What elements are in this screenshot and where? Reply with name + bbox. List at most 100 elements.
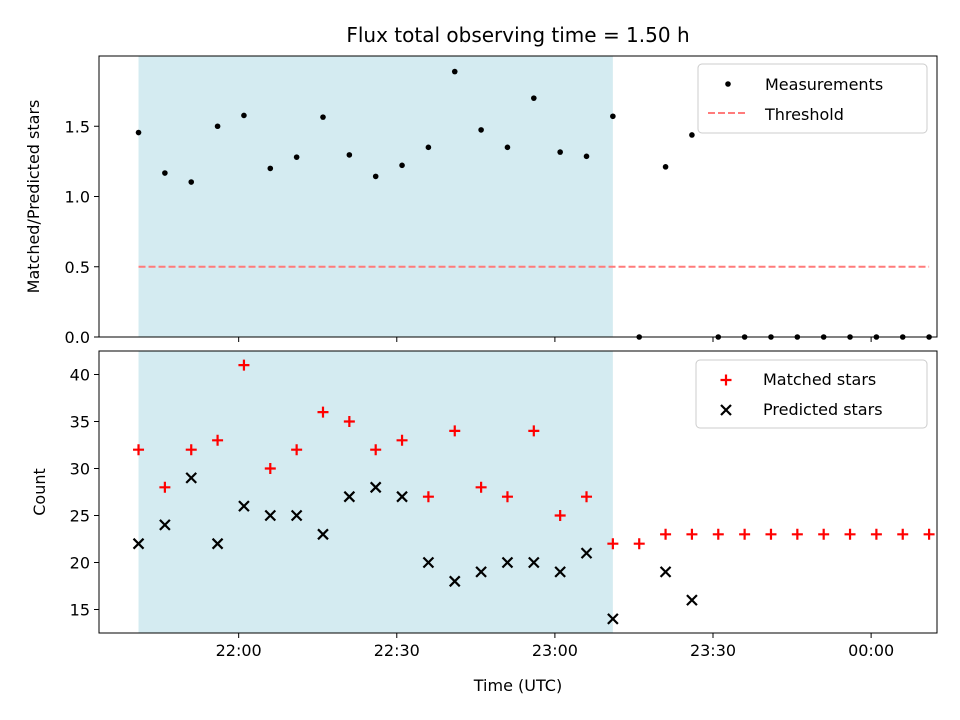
matched-star-point <box>739 528 751 540</box>
predicted-star-point <box>317 528 329 541</box>
predicted-star-point <box>659 566 672 578</box>
measurement-point <box>267 165 274 172</box>
x-tick-label: 22:30 <box>374 641 420 660</box>
measurement-point <box>689 132 695 138</box>
matched-star-point <box>264 463 276 474</box>
measurement-point <box>162 170 168 176</box>
predicted-star-point <box>475 566 487 578</box>
bottom-observing-window <box>138 351 613 633</box>
bottom-panel: 22:00 22:30 23:00 23:30 00:00 15 20 25 30 35 40 Cou… <box>30 350 938 660</box>
predicted-star-point <box>607 613 619 625</box>
matched-star-point <box>291 444 303 456</box>
bottom-frame <box>98 350 938 634</box>
measurement-point <box>425 144 432 151</box>
bottom-legend-box <box>695 359 928 429</box>
matched-star-point <box>238 359 250 371</box>
chart-title: Flux total observing time = 1.50 h <box>346 23 689 47</box>
measurement-point <box>372 173 379 180</box>
matched-star-point <box>633 538 645 550</box>
matched-star-point <box>660 528 672 540</box>
predicted-star-point <box>211 537 224 550</box>
predicted-star-point <box>580 547 593 559</box>
predicted-star-point <box>501 556 514 569</box>
predicted-star-point <box>264 509 277 522</box>
measurement-point <box>135 129 142 136</box>
x-axis-label: Time (UTC) <box>473 676 562 695</box>
matched-star-point <box>422 491 434 503</box>
predicted-star-point <box>554 566 566 578</box>
measurement-point <box>531 95 537 101</box>
legend-matched-marker <box>720 374 732 386</box>
bottom-y-tick-label: 35 <box>70 413 90 432</box>
measurement-point <box>188 179 195 185</box>
top-legend: Measurements Threshold <box>697 63 928 134</box>
x-tick-label: 23:00 <box>532 641 578 660</box>
matched-star-point <box>475 481 487 493</box>
measurement-point <box>478 127 484 133</box>
predicted-star-point <box>343 490 356 503</box>
bottom-legend: Matched stars Predicted stars <box>695 359 928 429</box>
matched-star-point <box>686 528 698 540</box>
matched-star-point <box>870 528 882 540</box>
predicted-star-point <box>132 537 145 550</box>
measurement-point <box>504 144 511 151</box>
predicted-star-point <box>422 556 435 569</box>
matched-star-point <box>581 491 593 503</box>
predicted-star-point <box>238 500 250 512</box>
matched-star-point <box>607 538 619 550</box>
predicted-star-point <box>396 490 408 503</box>
measurement-point <box>214 123 221 130</box>
predicted-star-point <box>159 519 171 531</box>
measurement-point <box>399 162 405 169</box>
legend-predicted-marker <box>720 404 732 416</box>
x-tick-label: 22:00 <box>216 641 262 660</box>
bottom-y-axis-label: Count <box>30 468 49 516</box>
matched-star-point <box>317 406 329 418</box>
matched-star-point <box>712 528 724 540</box>
measurement-point <box>557 149 563 155</box>
legend-measurements-label: Measurements <box>765 75 883 94</box>
measurement-point <box>346 152 353 158</box>
measurement-point <box>610 113 616 120</box>
matched-star-point <box>501 491 513 503</box>
matched-star-point <box>844 528 856 540</box>
matched-star-point <box>159 481 171 493</box>
measurement-point <box>293 154 300 160</box>
measurement-point <box>241 112 247 119</box>
x-tick-label: 23:30 <box>690 641 736 660</box>
bottom-y-tick-label: 25 <box>70 507 90 526</box>
legend-matched-label: Matched stars <box>763 370 876 389</box>
bottom-y-tick-label: 30 <box>70 460 90 479</box>
matched-star-point <box>818 528 830 540</box>
x-tick-label: 00:00 <box>848 641 894 660</box>
matched-star-point <box>396 434 408 446</box>
bottom-y-tick-label: 15 <box>70 601 90 620</box>
matched-star-point <box>185 444 197 456</box>
measurement-point <box>662 164 669 170</box>
predicted-star-point <box>448 575 461 588</box>
matched-star-point <box>212 434 224 446</box>
measurement-point <box>451 68 458 75</box>
predicted-star-point <box>185 472 198 484</box>
matched-star-point <box>133 444 145 456</box>
matched-star-point <box>923 528 935 540</box>
top-panel: 0.0 0.5 1.0 1.5 Matched/Predicted stars Measu… <box>24 55 938 347</box>
measurement-point <box>320 114 326 120</box>
top-y-tick-label: 1.0 <box>65 188 90 207</box>
top-y-tick-label: 1.5 <box>65 117 90 136</box>
matched-star-point <box>791 528 803 540</box>
matched-star-point <box>765 528 777 540</box>
top-observing-window <box>138 56 613 337</box>
matched-star-point <box>554 510 566 521</box>
predicted-star-point <box>686 594 698 606</box>
legend-measurement-marker <box>725 81 731 87</box>
bottom-y-tick-label: 40 <box>70 366 90 385</box>
top-y-tick-label: 0.0 <box>65 328 90 347</box>
legend-threshold-label: Threshold <box>764 105 844 124</box>
measurement-point <box>583 153 590 160</box>
legend-predicted-label: Predicted stars <box>763 400 883 419</box>
top-y-tick-label: 0.5 <box>65 258 90 277</box>
predicted-star-point <box>528 556 540 569</box>
matched-star-point <box>449 425 461 437</box>
